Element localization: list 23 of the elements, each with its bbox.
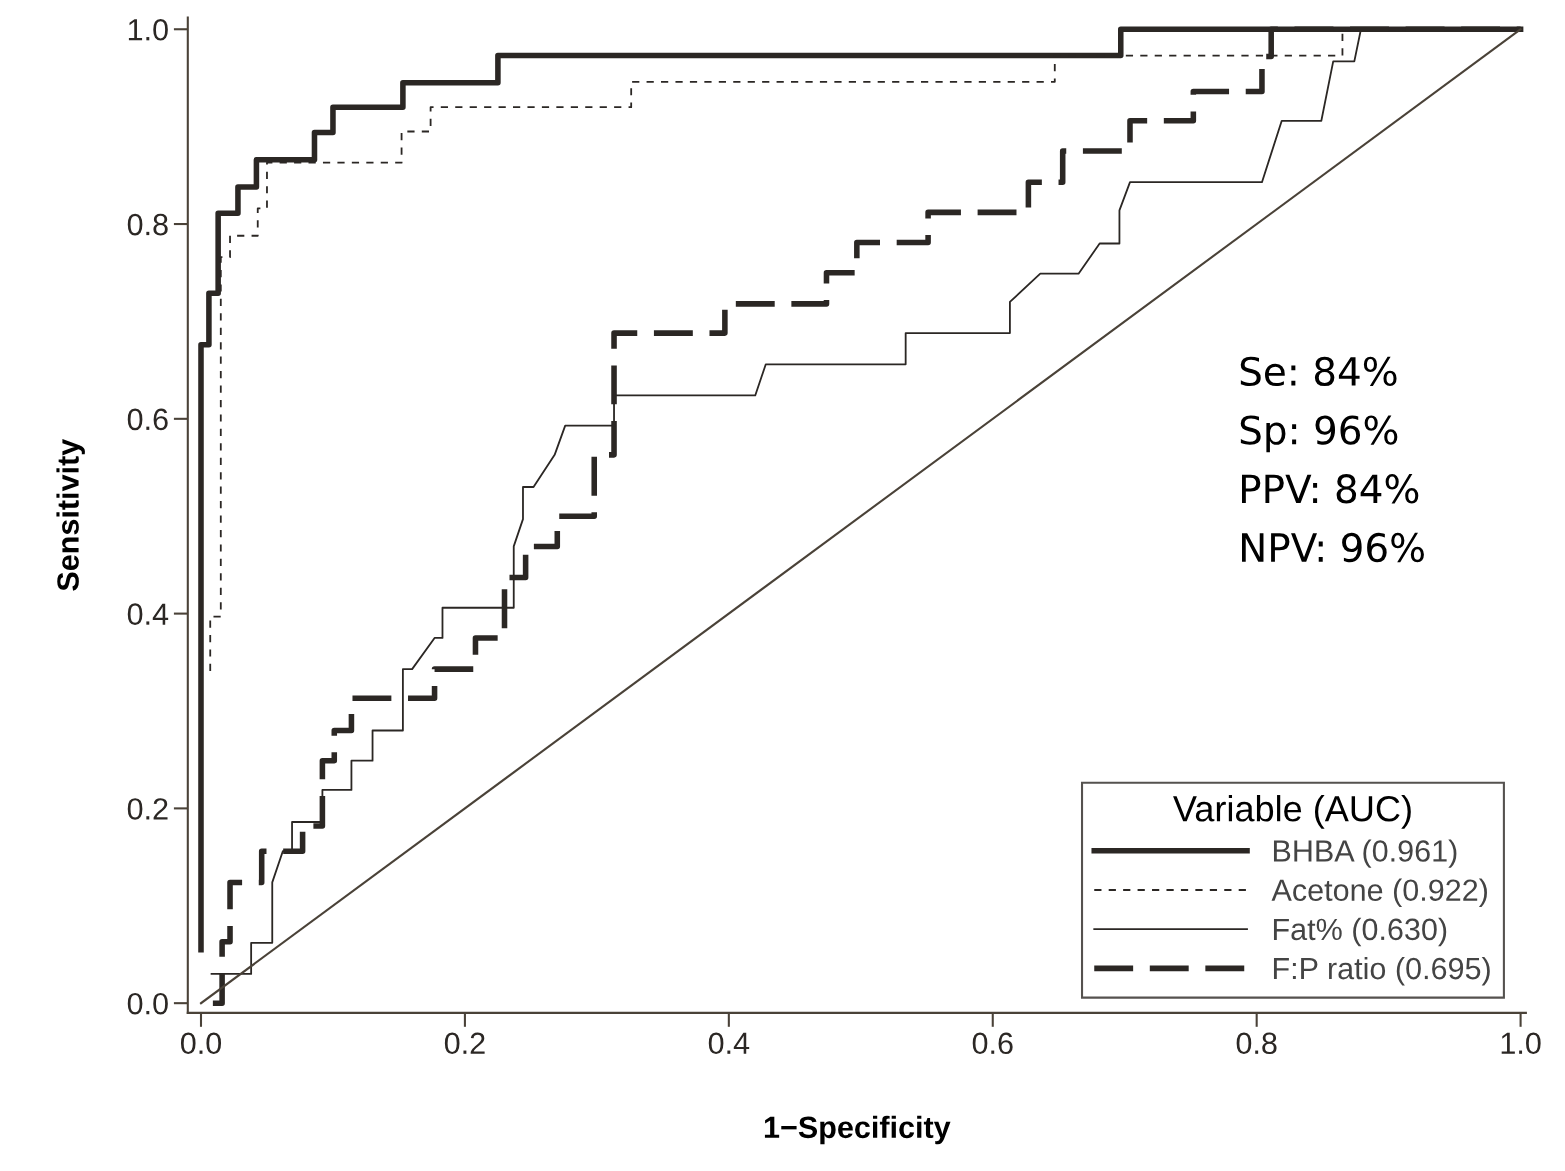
y-tick-label: 1.0: [128, 18, 168, 41]
legend-label: Fat% (0.630): [1273, 917, 1447, 947]
x-tick-label: 0.2: [444, 1032, 485, 1055]
y-tick-label: 0.2: [127, 798, 168, 820]
x-tick-label: 1.0: [1501, 1032, 1541, 1055]
y-tick-label: 0.6: [127, 408, 168, 431]
legend-label: BHBA (0.961): [1273, 839, 1457, 868]
x-tick-label: 0.6: [972, 1032, 1013, 1055]
annotation: Sp: 96%: [1240, 415, 1398, 453]
y-tick-label: 0.4: [127, 603, 169, 625]
legend-label: Acetone (0.922): [1271, 878, 1487, 908]
annotation: NPV: 96%: [1242, 532, 1424, 563]
annotation: PPV: 84%: [1242, 474, 1419, 504]
y-tick-label: 0.8: [127, 213, 168, 236]
legend-label: F:P ratio (0.695): [1273, 956, 1490, 986]
x-tick-label: 0.8: [1236, 1032, 1277, 1055]
legend-title: Variable (AUC): [1173, 795, 1411, 829]
annotation: Se: 84%: [1240, 356, 1397, 387]
x-tick-label: 0.4: [708, 1032, 750, 1055]
y-tick-label: 0.0: [127, 992, 168, 1015]
y-axis-title: Sensitivity: [56, 438, 85, 591]
x-axis-title: 1−Specificity: [764, 1115, 951, 1145]
x-tick-label: 0.0: [180, 1032, 222, 1055]
